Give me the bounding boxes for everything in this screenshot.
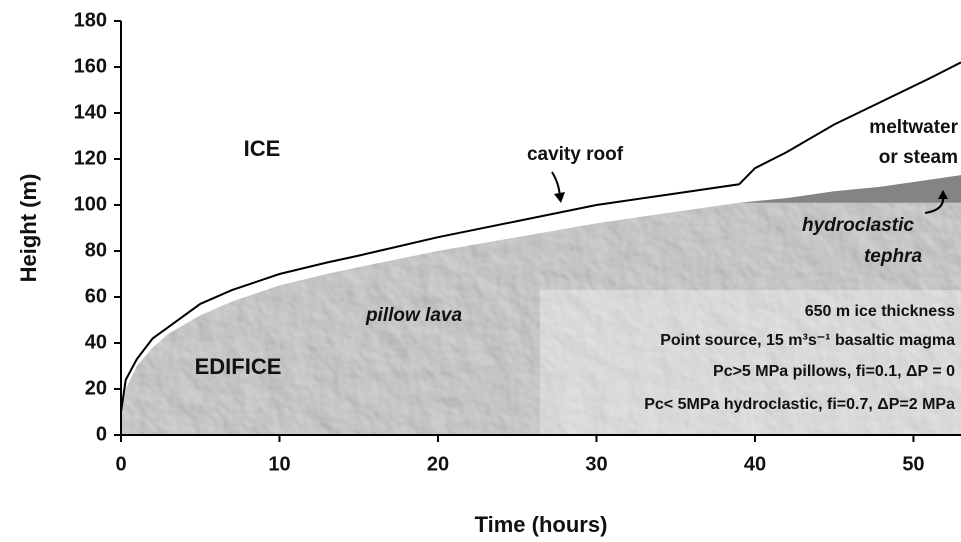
annotation: Pc>5 MPa pillows, fi=0.1, ΔP = 0 bbox=[713, 363, 955, 380]
annotation: pillow lava bbox=[365, 305, 463, 326]
annotation: ICE bbox=[244, 136, 281, 161]
x-axis-label: Time (hours) bbox=[475, 512, 608, 537]
edifice-texture bbox=[121, 202, 961, 435]
annotation: tephra bbox=[864, 246, 923, 267]
x-tick-label: 20 bbox=[427, 453, 449, 475]
y-tick-label: 120 bbox=[74, 147, 107, 169]
x-tick-label: 10 bbox=[268, 453, 290, 475]
x-tick-label: 50 bbox=[902, 453, 924, 475]
y-tick-label: 80 bbox=[85, 239, 107, 261]
y-tick-label: 160 bbox=[74, 55, 107, 77]
annotation: hydroclastic bbox=[802, 215, 914, 236]
arrow-head bbox=[554, 192, 565, 203]
arrow-head bbox=[938, 190, 948, 199]
annotation: 650 m ice thickness bbox=[805, 303, 955, 320]
cavity-roof-line bbox=[121, 61, 961, 413]
y-tick-label: 140 bbox=[74, 101, 107, 123]
x-tick-label: 40 bbox=[744, 453, 766, 475]
annotation: or steam bbox=[879, 147, 958, 168]
annotation: Point source, 15 m³s⁻¹ basaltic magma bbox=[660, 332, 955, 349]
x-tick-label: 0 bbox=[115, 453, 126, 475]
annotation: cavity roof bbox=[527, 144, 624, 165]
annotation: meltwater bbox=[869, 117, 958, 138]
y-tick-label: 180 bbox=[74, 9, 107, 31]
y-axis-label: Height (m) bbox=[16, 174, 41, 283]
x-tick-label: 30 bbox=[585, 453, 607, 475]
annotation: Pc< 5MPa hydroclastic, fi=0.7, ΔP=2 MPa bbox=[644, 396, 955, 413]
annotation: EDIFICE bbox=[195, 354, 282, 379]
y-tick-label: 20 bbox=[85, 377, 107, 399]
y-tick-label: 40 bbox=[85, 331, 107, 353]
tephra-area bbox=[739, 175, 961, 203]
plot bbox=[121, 61, 961, 435]
note-box bbox=[540, 290, 961, 435]
y-tick-label: 100 bbox=[74, 193, 107, 215]
y-tick-label: 60 bbox=[85, 285, 107, 307]
y-tick-label: 0 bbox=[96, 423, 107, 445]
